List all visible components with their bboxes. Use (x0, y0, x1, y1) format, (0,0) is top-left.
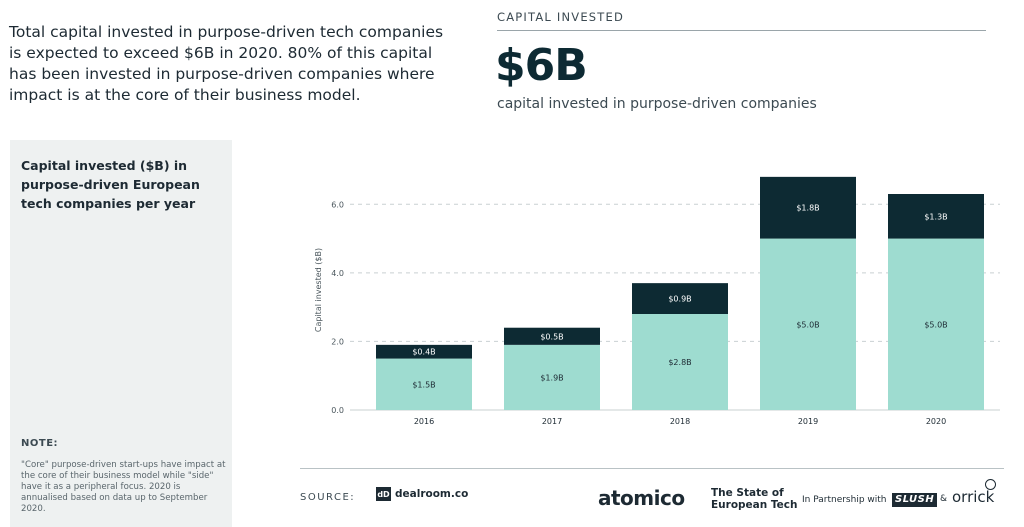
bar-side-2019 (760, 176, 856, 239)
data-label: $5.0B (796, 320, 819, 329)
kpi-divider (497, 30, 986, 31)
x-tick-label: 2019 (798, 417, 818, 426)
ampersand: & (940, 494, 948, 504)
y-axis-label: Capital invested ($B) (314, 248, 323, 332)
note-text: "Core" purpose-driven start-ups have imp… (21, 460, 226, 514)
kpi-label: CAPITAL INVESTED (497, 10, 625, 24)
data-label: $5.0B (924, 320, 947, 329)
data-label: $1.3B (924, 212, 947, 221)
data-label: $2.8B (668, 358, 691, 367)
bar-core-2017 (504, 344, 600, 410)
y-tick-label: 6.0 (331, 200, 344, 209)
data-label: $0.5B (540, 332, 563, 341)
bar-core-2018 (632, 314, 728, 410)
y-tick-label: 2.0 (331, 337, 344, 346)
dealroom-logo: dD dealroom.co (376, 487, 468, 501)
intro-text: Total capital invested in purpose-driven… (9, 23, 444, 104)
kpi-value: $6B (495, 40, 588, 91)
orrick-logo: orrick (952, 488, 995, 506)
kpi-subtitle: capital invested in purpose-driven compa… (497, 96, 817, 112)
y-tick-label: 4.0 (331, 269, 344, 278)
orrick-ring-icon (985, 479, 996, 490)
slush-logo: SLUSH (892, 493, 938, 507)
x-tick-label: 2017 (542, 417, 562, 426)
source-label: SOURCE: (300, 492, 356, 503)
y-tick-label: 0.0 (331, 406, 344, 415)
footer-divider (300, 468, 1004, 469)
report-title-line1: The State of (711, 487, 784, 499)
x-tick-label: 2020 (926, 417, 946, 426)
data-label: $0.4B (412, 348, 435, 357)
sidebar-panel: Capital invested ($B) in purpose-driven … (10, 140, 232, 527)
bar-core-2020 (888, 238, 984, 410)
data-label: $0.9B (668, 295, 691, 304)
x-tick-label: 2018 (670, 417, 690, 426)
chart-title: Capital invested ($B) in purpose-driven … (21, 158, 200, 211)
dealroom-text: dealroom.co (395, 488, 469, 500)
data-label: $1.5B (412, 380, 435, 389)
report-title: The State of European Tech (711, 487, 798, 511)
bar-side-2017 (504, 327, 600, 345)
bar-core-2019 (760, 238, 856, 410)
partnership-text: In Partnership with (802, 495, 887, 505)
x-tick-label: 2016 (414, 417, 434, 426)
bar-side-2020 (888, 194, 984, 239)
data-label: $1.8B (796, 204, 819, 213)
stacked-bar-chart: 0.0 2.0 4.0 6.0 Capital invested ($B) $1.5B $0… (314, 176, 1000, 426)
data-label: $1.9B (540, 373, 563, 382)
dealroom-icon: dD (376, 487, 391, 501)
bar-side-2018 (632, 283, 728, 314)
bar-core-2016 (376, 358, 472, 410)
note-label: NOTE: (21, 438, 59, 449)
atomico-logo: atomico (598, 486, 685, 510)
report-title-line2: European Tech (711, 498, 798, 511)
bar-side-2016 (376, 344, 472, 359)
